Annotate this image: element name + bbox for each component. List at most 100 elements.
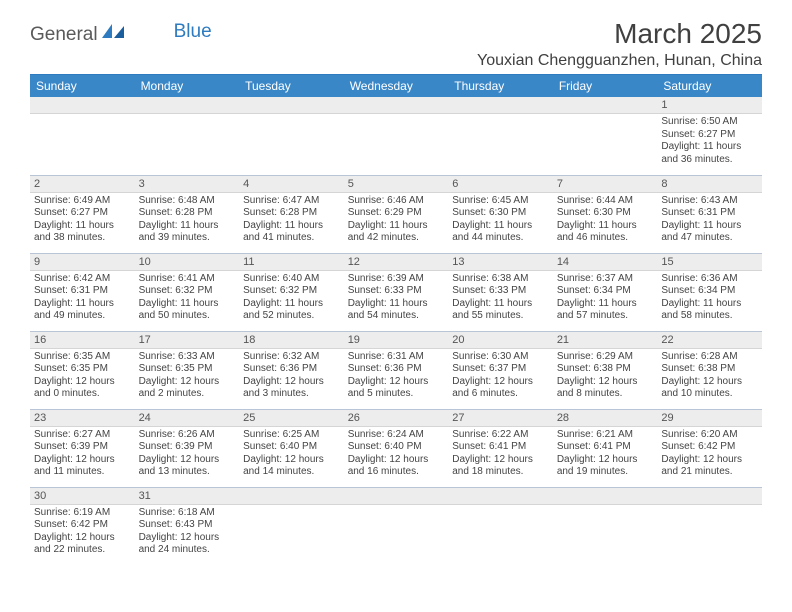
day-number: 29 <box>657 410 762 427</box>
day-number <box>448 488 553 505</box>
calendar-day-cell <box>239 97 344 175</box>
sunset-text: Sunset: 6:38 PM <box>557 363 654 376</box>
calendar-day-cell <box>344 97 449 175</box>
sunset-text: Sunset: 6:35 PM <box>34 363 131 376</box>
day-details: Sunrise: 6:45 AMSunset: 6:30 PMDaylight:… <box>448 193 553 247</box>
calendar-day-cell <box>448 97 553 175</box>
calendar-day-cell: 28Sunrise: 6:21 AMSunset: 6:41 PMDayligh… <box>553 409 658 487</box>
daylight-text: Daylight: 11 hours and 46 minutes. <box>557 220 654 245</box>
sunset-text: Sunset: 6:28 PM <box>243 207 340 220</box>
daylight-text: Daylight: 11 hours and 39 minutes. <box>139 220 236 245</box>
sunrise-text: Sunrise: 6:42 AM <box>34 273 131 286</box>
day-details: Sunrise: 6:40 AMSunset: 6:32 PMDaylight:… <box>239 271 344 325</box>
day-number: 16 <box>30 332 135 349</box>
calendar-day-cell: 4Sunrise: 6:47 AMSunset: 6:28 PMDaylight… <box>239 175 344 253</box>
calendar-day-cell: 18Sunrise: 6:32 AMSunset: 6:36 PMDayligh… <box>239 331 344 409</box>
day-number: 17 <box>135 332 240 349</box>
daylight-text: Daylight: 12 hours and 21 minutes. <box>661 454 758 479</box>
day-details: Sunrise: 6:22 AMSunset: 6:41 PMDaylight:… <box>448 427 553 481</box>
day-details: Sunrise: 6:24 AMSunset: 6:40 PMDaylight:… <box>344 427 449 481</box>
day-number: 25 <box>239 410 344 427</box>
sunset-text: Sunset: 6:32 PM <box>139 285 236 298</box>
sunrise-text: Sunrise: 6:20 AM <box>661 429 758 442</box>
day-details: Sunrise: 6:32 AMSunset: 6:36 PMDaylight:… <box>239 349 344 403</box>
calendar-week-row: 1Sunrise: 6:50 AMSunset: 6:27 PMDaylight… <box>30 97 762 175</box>
sunrise-text: Sunrise: 6:44 AM <box>557 195 654 208</box>
calendar-day-cell: 27Sunrise: 6:22 AMSunset: 6:41 PMDayligh… <box>448 409 553 487</box>
day-number: 9 <box>30 254 135 271</box>
calendar-day-cell <box>30 97 135 175</box>
calendar-day-cell: 31Sunrise: 6:18 AMSunset: 6:43 PMDayligh… <box>135 487 240 565</box>
calendar-day-cell: 11Sunrise: 6:40 AMSunset: 6:32 PMDayligh… <box>239 253 344 331</box>
day-number: 11 <box>239 254 344 271</box>
calendar-day-cell: 1Sunrise: 6:50 AMSunset: 6:27 PMDaylight… <box>657 97 762 175</box>
sunset-text: Sunset: 6:35 PM <box>139 363 236 376</box>
daylight-text: Daylight: 12 hours and 11 minutes. <box>34 454 131 479</box>
sunset-text: Sunset: 6:36 PM <box>243 363 340 376</box>
sunrise-text: Sunrise: 6:39 AM <box>348 273 445 286</box>
sunrise-text: Sunrise: 6:28 AM <box>661 351 758 364</box>
day-details <box>135 114 240 169</box>
day-number: 27 <box>448 410 553 427</box>
day-number <box>553 97 658 114</box>
daylight-text: Daylight: 12 hours and 3 minutes. <box>243 376 340 401</box>
day-details: Sunrise: 6:30 AMSunset: 6:37 PMDaylight:… <box>448 349 553 403</box>
weekday-header: Monday <box>135 75 240 97</box>
calendar-day-cell <box>344 487 449 565</box>
weekday-header: Thursday <box>448 75 553 97</box>
day-details: Sunrise: 6:36 AMSunset: 6:34 PMDaylight:… <box>657 271 762 325</box>
sunrise-text: Sunrise: 6:38 AM <box>452 273 549 286</box>
sunrise-text: Sunrise: 6:19 AM <box>34 507 131 520</box>
daylight-text: Daylight: 11 hours and 57 minutes. <box>557 298 654 323</box>
daylight-text: Daylight: 11 hours and 50 minutes. <box>139 298 236 323</box>
weekday-header: Wednesday <box>344 75 449 97</box>
calendar-day-cell: 17Sunrise: 6:33 AMSunset: 6:35 PMDayligh… <box>135 331 240 409</box>
daylight-text: Daylight: 12 hours and 14 minutes. <box>243 454 340 479</box>
day-number: 6 <box>448 176 553 193</box>
daylight-text: Daylight: 12 hours and 19 minutes. <box>557 454 654 479</box>
day-number <box>657 488 762 505</box>
sunset-text: Sunset: 6:34 PM <box>661 285 758 298</box>
sunrise-text: Sunrise: 6:31 AM <box>348 351 445 364</box>
day-details: Sunrise: 6:19 AMSunset: 6:42 PMDaylight:… <box>30 505 135 559</box>
sunrise-text: Sunrise: 6:29 AM <box>557 351 654 364</box>
sunset-text: Sunset: 6:41 PM <box>452 441 549 454</box>
sunrise-text: Sunrise: 6:35 AM <box>34 351 131 364</box>
day-details: Sunrise: 6:50 AMSunset: 6:27 PMDaylight:… <box>657 114 762 168</box>
sunrise-text: Sunrise: 6:40 AM <box>243 273 340 286</box>
day-number: 1 <box>657 97 762 114</box>
calendar-table: Sunday Monday Tuesday Wednesday Thursday… <box>30 75 762 565</box>
daylight-text: Daylight: 11 hours and 55 minutes. <box>452 298 549 323</box>
sunset-text: Sunset: 6:41 PM <box>557 441 654 454</box>
day-details: Sunrise: 6:38 AMSunset: 6:33 PMDaylight:… <box>448 271 553 325</box>
sunrise-text: Sunrise: 6:37 AM <box>557 273 654 286</box>
daylight-text: Daylight: 11 hours and 36 minutes. <box>661 141 758 166</box>
daylight-text: Daylight: 12 hours and 6 minutes. <box>452 376 549 401</box>
calendar-day-cell: 8Sunrise: 6:43 AMSunset: 6:31 PMDaylight… <box>657 175 762 253</box>
sunrise-text: Sunrise: 6:22 AM <box>452 429 549 442</box>
calendar-day-cell: 6Sunrise: 6:45 AMSunset: 6:30 PMDaylight… <box>448 175 553 253</box>
daylight-text: Daylight: 11 hours and 44 minutes. <box>452 220 549 245</box>
calendar-week-row: 16Sunrise: 6:35 AMSunset: 6:35 PMDayligh… <box>30 331 762 409</box>
sunset-text: Sunset: 6:34 PM <box>557 285 654 298</box>
daylight-text: Daylight: 12 hours and 13 minutes. <box>139 454 236 479</box>
sunrise-text: Sunrise: 6:32 AM <box>243 351 340 364</box>
sunset-text: Sunset: 6:27 PM <box>661 129 758 142</box>
day-details <box>239 114 344 169</box>
calendar-week-row: 9Sunrise: 6:42 AMSunset: 6:31 PMDaylight… <box>30 253 762 331</box>
day-number <box>239 488 344 505</box>
sunset-text: Sunset: 6:40 PM <box>348 441 445 454</box>
day-details: Sunrise: 6:37 AMSunset: 6:34 PMDaylight:… <box>553 271 658 325</box>
sunset-text: Sunset: 6:27 PM <box>34 207 131 220</box>
sunrise-text: Sunrise: 6:45 AM <box>452 195 549 208</box>
sunset-text: Sunset: 6:28 PM <box>139 207 236 220</box>
calendar-day-cell: 21Sunrise: 6:29 AMSunset: 6:38 PMDayligh… <box>553 331 658 409</box>
day-number: 22 <box>657 332 762 349</box>
weekday-header: Saturday <box>657 75 762 97</box>
sunset-text: Sunset: 6:42 PM <box>34 519 131 532</box>
day-details: Sunrise: 6:46 AMSunset: 6:29 PMDaylight:… <box>344 193 449 247</box>
day-number: 24 <box>135 410 240 427</box>
day-details <box>553 505 658 560</box>
day-number: 20 <box>448 332 553 349</box>
calendar-day-cell: 20Sunrise: 6:30 AMSunset: 6:37 PMDayligh… <box>448 331 553 409</box>
